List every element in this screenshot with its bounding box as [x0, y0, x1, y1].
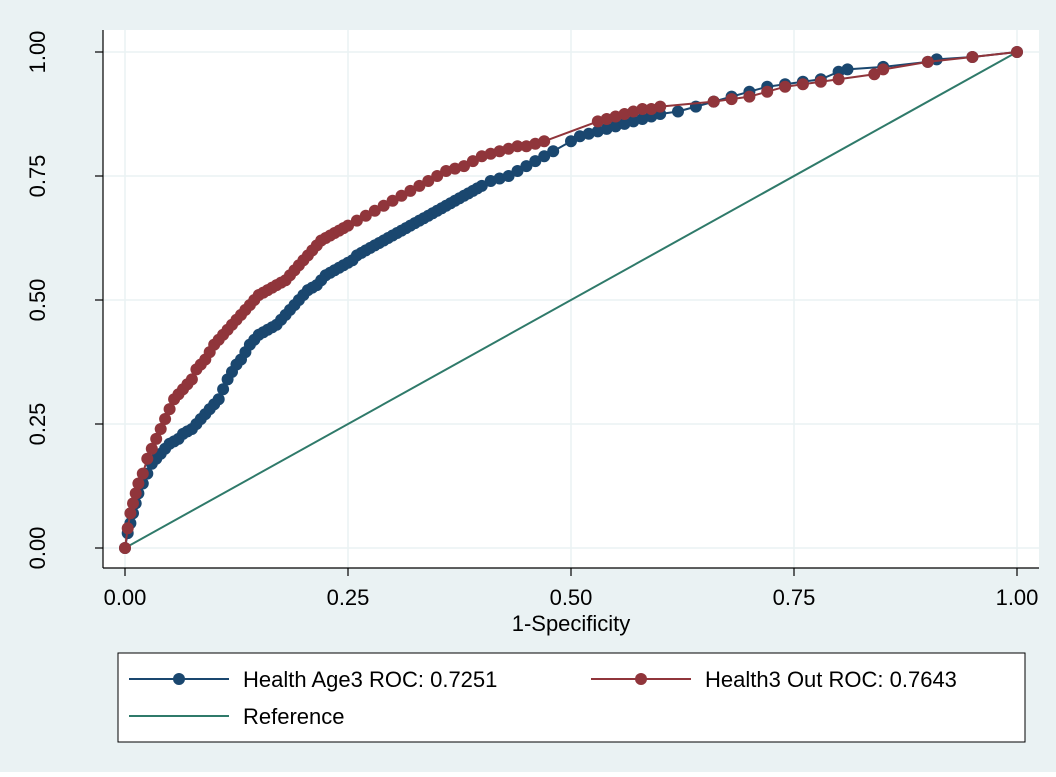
data-point-out	[538, 135, 551, 148]
data-point-age3	[502, 170, 515, 182]
x-axis-title: 1-Specificity	[512, 611, 631, 636]
data-point-out	[636, 103, 649, 115]
legend-box	[117, 652, 1026, 743]
data-point-out	[404, 184, 417, 197]
x-tick-label: 0.00	[104, 585, 147, 610]
data-point-out	[796, 78, 809, 91]
data-point-out	[159, 413, 172, 425]
data-point-out	[814, 75, 827, 88]
data-point-out	[127, 497, 139, 510]
data-point-age3	[493, 172, 506, 185]
data-point-out	[458, 160, 470, 173]
data-point-out	[124, 507, 137, 520]
data-point-out	[743, 90, 756, 103]
data-point-out	[493, 145, 506, 158]
data-point-out	[377, 199, 390, 212]
y-tick-label: 1.00	[25, 31, 50, 74]
legend-label-ref: Reference	[243, 704, 345, 729]
data-point-out	[154, 423, 167, 435]
data-point-out	[966, 51, 979, 63]
data-point-out	[413, 179, 426, 192]
data-point-out	[725, 93, 738, 106]
legend-marker-age3	[173, 673, 185, 685]
legend-label-out: Health3 Out ROC: 0.7643	[705, 667, 957, 692]
data-point-age3	[217, 383, 230, 396]
data-point-out	[431, 170, 444, 182]
data-point-out	[368, 204, 381, 217]
data-point-out	[877, 63, 890, 76]
data-point-out	[136, 467, 149, 480]
data-point-age3	[582, 127, 595, 140]
data-point-out	[466, 155, 479, 168]
data-point-age3	[672, 105, 684, 118]
data-point-out	[119, 542, 131, 554]
y-tick-label: 0.75	[25, 155, 50, 198]
data-point-out	[449, 162, 461, 175]
data-point-out	[359, 209, 372, 222]
data-point-out	[627, 105, 640, 118]
data-point-out	[422, 175, 435, 187]
data-point-out	[761, 85, 774, 98]
data-point-out	[386, 194, 399, 207]
data-point-age3	[538, 150, 551, 163]
data-point-out	[832, 73, 845, 86]
data-point-out	[141, 452, 154, 465]
data-point-age3	[212, 393, 225, 406]
data-point-out	[129, 487, 142, 500]
data-point-age3	[841, 63, 854, 76]
y-tick-label: 0.50	[25, 279, 50, 322]
data-point-out	[342, 219, 354, 232]
x-tick-label: 0.25	[327, 585, 370, 610]
data-point-out	[707, 95, 720, 108]
data-point-age3	[565, 135, 577, 148]
data-point-out	[163, 403, 176, 416]
data-point-out	[185, 373, 198, 386]
series-layer	[119, 46, 1023, 554]
data-point-out	[868, 68, 881, 81]
data-point-out	[779, 80, 792, 93]
data-point-out	[350, 214, 363, 227]
legend-label-age3: Health Age3 ROC: 0.7251	[243, 667, 497, 692]
x-tick-label: 0.50	[550, 585, 593, 610]
data-point-out	[132, 477, 145, 490]
legend-marker-out	[635, 673, 647, 685]
data-point-age3	[520, 160, 533, 173]
data-point-out	[150, 432, 163, 445]
data-point-out	[511, 140, 524, 153]
y-tick-label: 0.00	[25, 527, 50, 570]
data-point-out	[921, 55, 934, 68]
series-ref	[124, 51, 1018, 549]
data-point-out	[1011, 46, 1023, 58]
data-point-out	[121, 522, 134, 535]
data-point-age3	[529, 155, 542, 168]
data-point-out	[395, 189, 408, 202]
series-line-ref	[124, 51, 1018, 549]
axes: 0.00 0.25 0.50 0.75 1.00 0.00 0.25 0.50 0.75 1.00	[25, 30, 1039, 610]
x-tick-label: 0.75	[773, 585, 816, 610]
data-point-age3	[475, 179, 488, 192]
data-point-age3	[547, 145, 560, 158]
y-tick-label: 0.25	[25, 403, 50, 446]
data-point-age3	[511, 165, 524, 177]
data-point-out	[145, 442, 158, 455]
x-tick-label: 1.00	[996, 585, 1039, 610]
legend: Health Age3 ROC: 0.7251 Health3 Out ROC: …	[117, 652, 1026, 743]
series-out	[119, 46, 1023, 554]
data-point-out	[654, 100, 667, 113]
data-point-age3	[627, 115, 640, 128]
